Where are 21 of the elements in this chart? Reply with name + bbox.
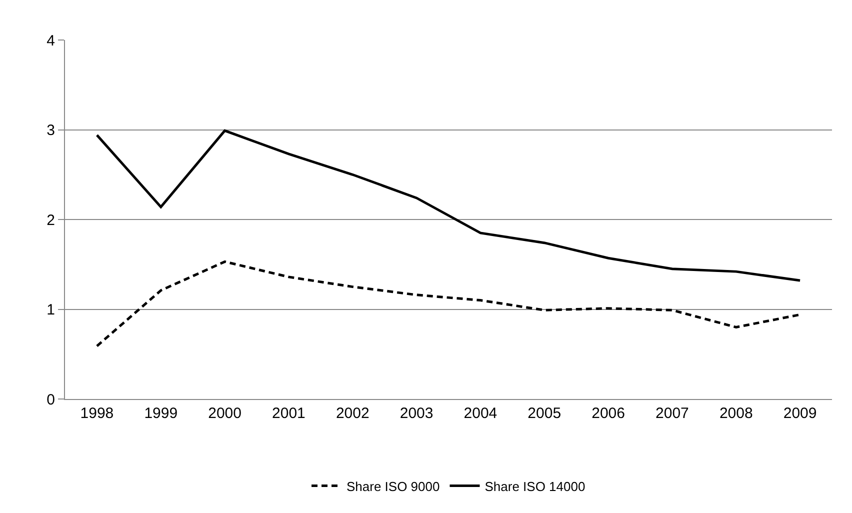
x-tick-label: 2005 [528,405,562,422]
y-tick-label: 3 [46,122,55,139]
y-tick-label: 0 [46,391,55,408]
line-series [96,260,802,348]
legend-label: Share ISO 9000 [346,478,440,494]
x-tick-label: 2006 [592,405,625,422]
x-tick-label: 1999 [144,405,178,422]
x-tick-label: 2001 [272,405,306,422]
x-tick-label: 1998 [80,405,114,422]
x-tick-label: 2000 [208,405,242,422]
y-tick-label: 1 [46,302,55,318]
x-tick-label: 2004 [464,405,498,422]
line-series [96,129,802,282]
x-tick-label: 2009 [783,405,817,422]
x-tick-label: 2003 [400,405,434,422]
y-tick-label: 2 [46,212,55,229]
y-tick-label: 4 [46,32,55,50]
x-tick-label: 2008 [719,405,753,422]
x-tick-label: 2007 [656,405,689,422]
x-tick-label: 2002 [336,405,370,422]
legend-label: Share ISO 14000 [484,478,586,494]
